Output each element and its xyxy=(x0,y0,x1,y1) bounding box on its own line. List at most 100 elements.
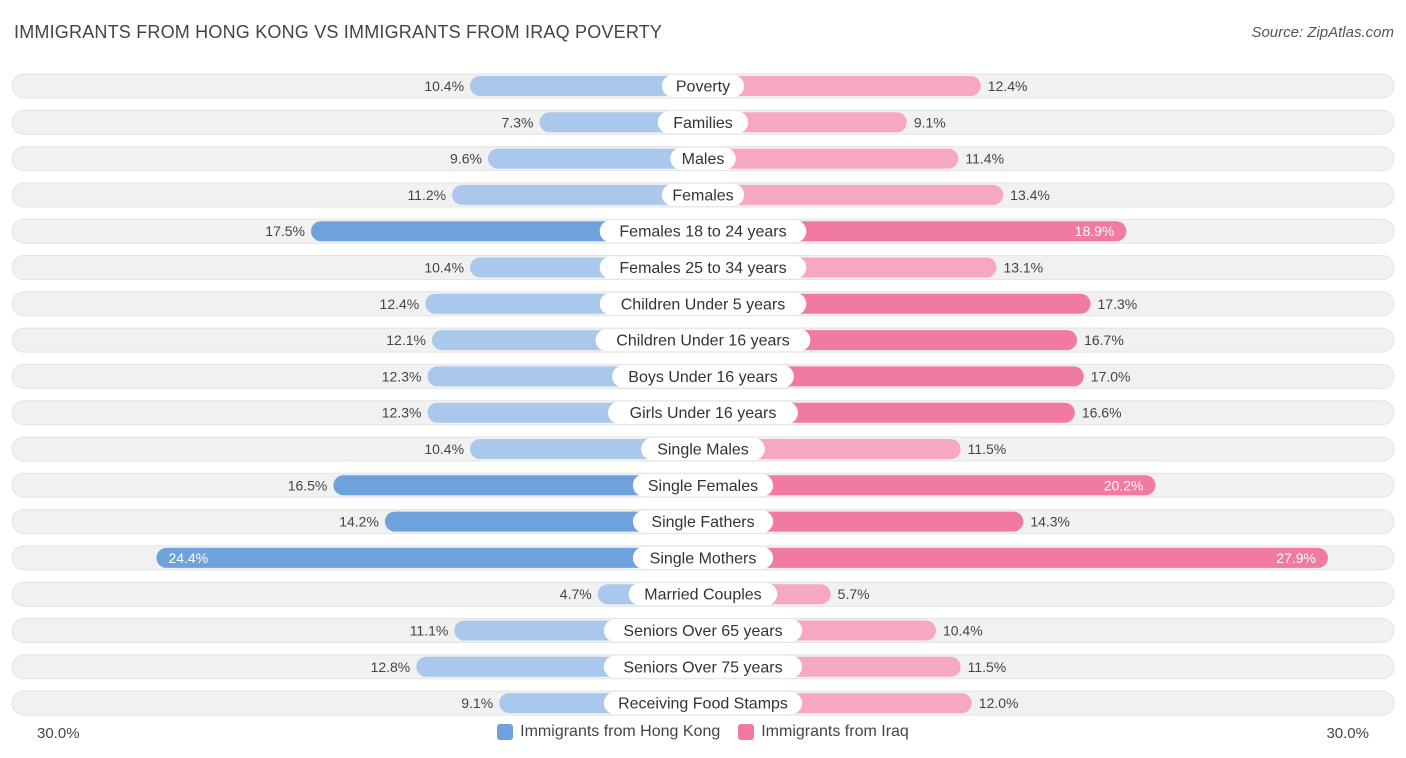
value-label-hong-kong: 4.7% xyxy=(560,586,592,602)
bar-iraq xyxy=(703,511,1024,532)
category-label: Females xyxy=(672,187,733,204)
category-pill xyxy=(661,75,745,97)
bar-hong-kong xyxy=(156,547,703,568)
bar-hong-kong xyxy=(384,511,703,532)
bar-iraq xyxy=(703,76,981,96)
category-label: Males xyxy=(682,151,725,168)
category-pill xyxy=(599,292,807,315)
category-pill xyxy=(603,692,803,715)
value-label-hong-kong: 11.2% xyxy=(407,187,446,203)
bar-hong-kong xyxy=(333,475,703,496)
value-label-iraq: 27.9% xyxy=(1276,550,1316,566)
value-label-hong-kong: 9.6% xyxy=(450,151,482,167)
legend-swatch-hong-kong xyxy=(497,724,514,740)
value-label-iraq: 12.4% xyxy=(988,78,1028,94)
category-label: Girls Under 16 years xyxy=(630,405,777,422)
category-label: Females 25 to 34 years xyxy=(619,260,786,277)
category-pill xyxy=(628,583,778,606)
value-label-hong-kong: 10.4% xyxy=(424,441,464,457)
legend: Immigrants from Hong Kong Immigrants fro… xyxy=(0,723,1406,741)
category-pill xyxy=(632,510,774,533)
category-pill xyxy=(612,365,794,388)
value-label-iraq: 10.4% xyxy=(943,623,983,639)
bar-iraq xyxy=(703,547,1328,568)
category-label: Single Males xyxy=(657,442,749,459)
value-label-iraq: 11.5% xyxy=(968,441,1007,457)
bar-iraq xyxy=(703,366,1084,387)
value-label-iraq: 12.0% xyxy=(979,695,1019,711)
value-label-hong-kong: 10.4% xyxy=(424,260,464,276)
value-label-hong-kong: 24.4% xyxy=(168,550,208,566)
bar-iraq xyxy=(703,439,961,459)
value-label-iraq: 11.5% xyxy=(968,659,1007,675)
value-label-hong-kong: 10.4% xyxy=(424,78,464,94)
value-label-iraq: 18.9% xyxy=(1075,223,1115,239)
value-label-iraq: 17.0% xyxy=(1091,368,1131,384)
source-label: Source: ZipAtlas.com xyxy=(1251,24,1394,41)
category-label: Seniors Over 75 years xyxy=(623,659,782,676)
category-pill xyxy=(641,438,765,460)
category-label: Single Females xyxy=(648,478,758,495)
category-label: Poverty xyxy=(676,79,730,96)
value-label-iraq: 11.4% xyxy=(965,151,1004,167)
category-pill xyxy=(599,220,807,243)
value-label-hong-kong: 16.5% xyxy=(288,477,328,493)
bar-hong-kong xyxy=(470,76,703,96)
category-pill xyxy=(661,183,745,206)
category-label: Married Couples xyxy=(644,587,761,604)
value-label-hong-kong: 14.2% xyxy=(339,514,379,530)
bar-hong-kong xyxy=(452,184,703,205)
bar-iraq xyxy=(703,112,907,133)
value-label-hong-kong: 12.3% xyxy=(382,368,422,384)
value-label-iraq: 9.1% xyxy=(914,114,946,130)
category-label: Receiving Food Stamps xyxy=(618,696,788,713)
category-pill xyxy=(670,147,736,170)
value-label-iraq: 17.3% xyxy=(1098,296,1138,312)
legend-swatch-iraq xyxy=(738,724,755,740)
category-pill xyxy=(632,474,774,497)
legend-label-iraq: Immigrants from Iraq xyxy=(761,723,909,740)
legend-item-hong-kong[interactable]: Immigrants from Hong Kong xyxy=(497,723,720,741)
value-label-iraq: 16.7% xyxy=(1084,332,1124,348)
value-label-hong-kong: 12.8% xyxy=(371,659,411,675)
value-label-hong-kong: 12.3% xyxy=(382,405,422,421)
value-label-iraq: 14.3% xyxy=(1030,514,1070,530)
category-pill xyxy=(599,256,807,279)
value-label-hong-kong: 12.1% xyxy=(386,332,426,348)
category-label: Children Under 16 years xyxy=(616,333,789,350)
value-label-hong-kong: 17.5% xyxy=(265,223,305,239)
category-pill xyxy=(608,401,798,424)
bar-iraq xyxy=(703,475,1156,496)
category-pill xyxy=(632,546,774,569)
legend-label-hong-kong: Immigrants from Hong Kong xyxy=(520,723,721,740)
value-label-hong-kong: 7.3% xyxy=(502,114,534,130)
legend-item-iraq[interactable]: Immigrants from Iraq xyxy=(738,723,909,741)
value-label-iraq: 20.2% xyxy=(1104,477,1144,493)
value-label-hong-kong: 12.4% xyxy=(380,296,420,312)
bar-hong-kong xyxy=(487,148,703,169)
category-pill xyxy=(603,655,803,678)
category-label: Children Under 5 years xyxy=(621,296,786,313)
value-label-iraq: 13.1% xyxy=(1003,260,1043,276)
category-label: Seniors Over 65 years xyxy=(623,623,782,640)
axis-left-label: 30.0% xyxy=(37,725,80,742)
category-pill xyxy=(657,111,749,134)
chart-title: IMMIGRANTS FROM HONG KONG VS IMMIGRANTS … xyxy=(14,22,663,42)
bar-iraq xyxy=(703,148,959,169)
category-label: Families xyxy=(673,115,733,132)
category-label: Females 18 to 24 years xyxy=(619,224,786,241)
category-pill xyxy=(595,329,811,352)
value-label-iraq: 16.6% xyxy=(1082,405,1122,421)
axis-right-label: 30.0% xyxy=(1326,725,1369,742)
category-label: Single Fathers xyxy=(651,514,754,531)
value-label-hong-kong: 11.1% xyxy=(410,623,449,639)
diverging-bar-chart: 10.4% 12.4% Poverty 7.3% 9.1% Families 9.6% 11.… xyxy=(11,73,1395,716)
category-pill xyxy=(603,619,803,642)
value-label-iraq: 13.4% xyxy=(1010,187,1050,203)
bar-iraq xyxy=(703,184,1004,205)
category-label: Boys Under 16 years xyxy=(628,369,777,386)
value-label-hong-kong: 9.1% xyxy=(461,695,493,711)
category-label: Single Mothers xyxy=(650,550,757,567)
value-label-iraq: 5.7% xyxy=(838,586,870,602)
bar-iraq xyxy=(703,221,1127,242)
